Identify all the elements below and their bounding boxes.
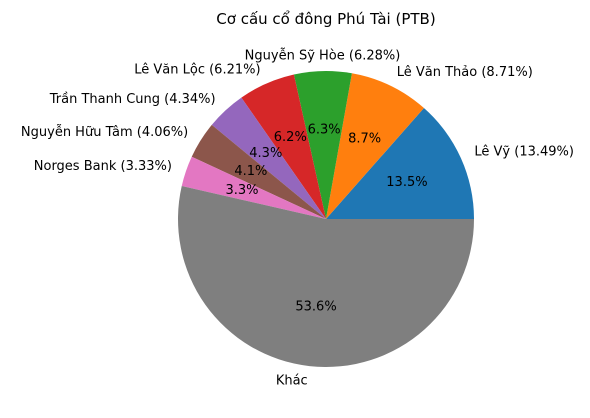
slice-label-norges-bank: Norges Bank (3.33%)	[34, 159, 172, 174]
slice-label-le-van-thao: Lê Văn Thảo (8.71%)	[397, 65, 533, 80]
pct-label-le-van-loc: 6.2%	[274, 130, 307, 145]
pct-label-khac: 53.6%	[295, 300, 336, 315]
pie-slice-norges-bank	[181, 156, 326, 219]
slice-label-nguyen-sy-hoe: Nguyễn Sỹ Hòe (6.28%)	[245, 49, 401, 64]
chart-title: Cơ cấu cổ đông Phú Tài (PTB)	[216, 10, 435, 28]
slice-label-khac: Khác	[276, 373, 308, 388]
pct-label-le-vy: 13.5%	[386, 175, 427, 190]
pie-slice-tran-thanh-cung	[211, 97, 326, 219]
pct-label-le-van-thao: 8.7%	[348, 132, 381, 147]
pie-slice-le-van-thao	[326, 73, 424, 219]
pie-slice-nguyen-sy-hoe	[293, 71, 352, 219]
pct-label-norges-bank: 3.3%	[225, 183, 258, 198]
pie-slice-le-vy	[326, 108, 474, 219]
pie-slice-nguyen-huu-tam	[191, 124, 326, 219]
pie-labels: Lê Vỹ (13.49%) 13.5% Lê Văn Thảo (8.71%) 8.…	[21, 49, 574, 389]
slice-label-nguyen-huu-tam: Nguyễn Hữu Tâm (4.06%)	[21, 125, 188, 140]
slice-label-le-vy: Lê Vỹ (13.49%)	[474, 145, 574, 160]
pct-label-nguyen-huu-tam: 4.1%	[234, 164, 267, 179]
pie-slice-le-van-loc	[241, 74, 326, 219]
slice-label-tran-thanh-cung: Trần Thanh Cung (4.34%)	[49, 92, 216, 107]
pie-slices	[178, 71, 474, 367]
slice-label-le-van-loc: Lê Văn Lộc (6.21%)	[134, 62, 260, 77]
pct-label-tran-thanh-cung: 4.3%	[249, 146, 282, 161]
pct-label-nguyen-sy-hoe: 6.3%	[308, 123, 341, 138]
pie-slice-khac	[178, 185, 474, 367]
